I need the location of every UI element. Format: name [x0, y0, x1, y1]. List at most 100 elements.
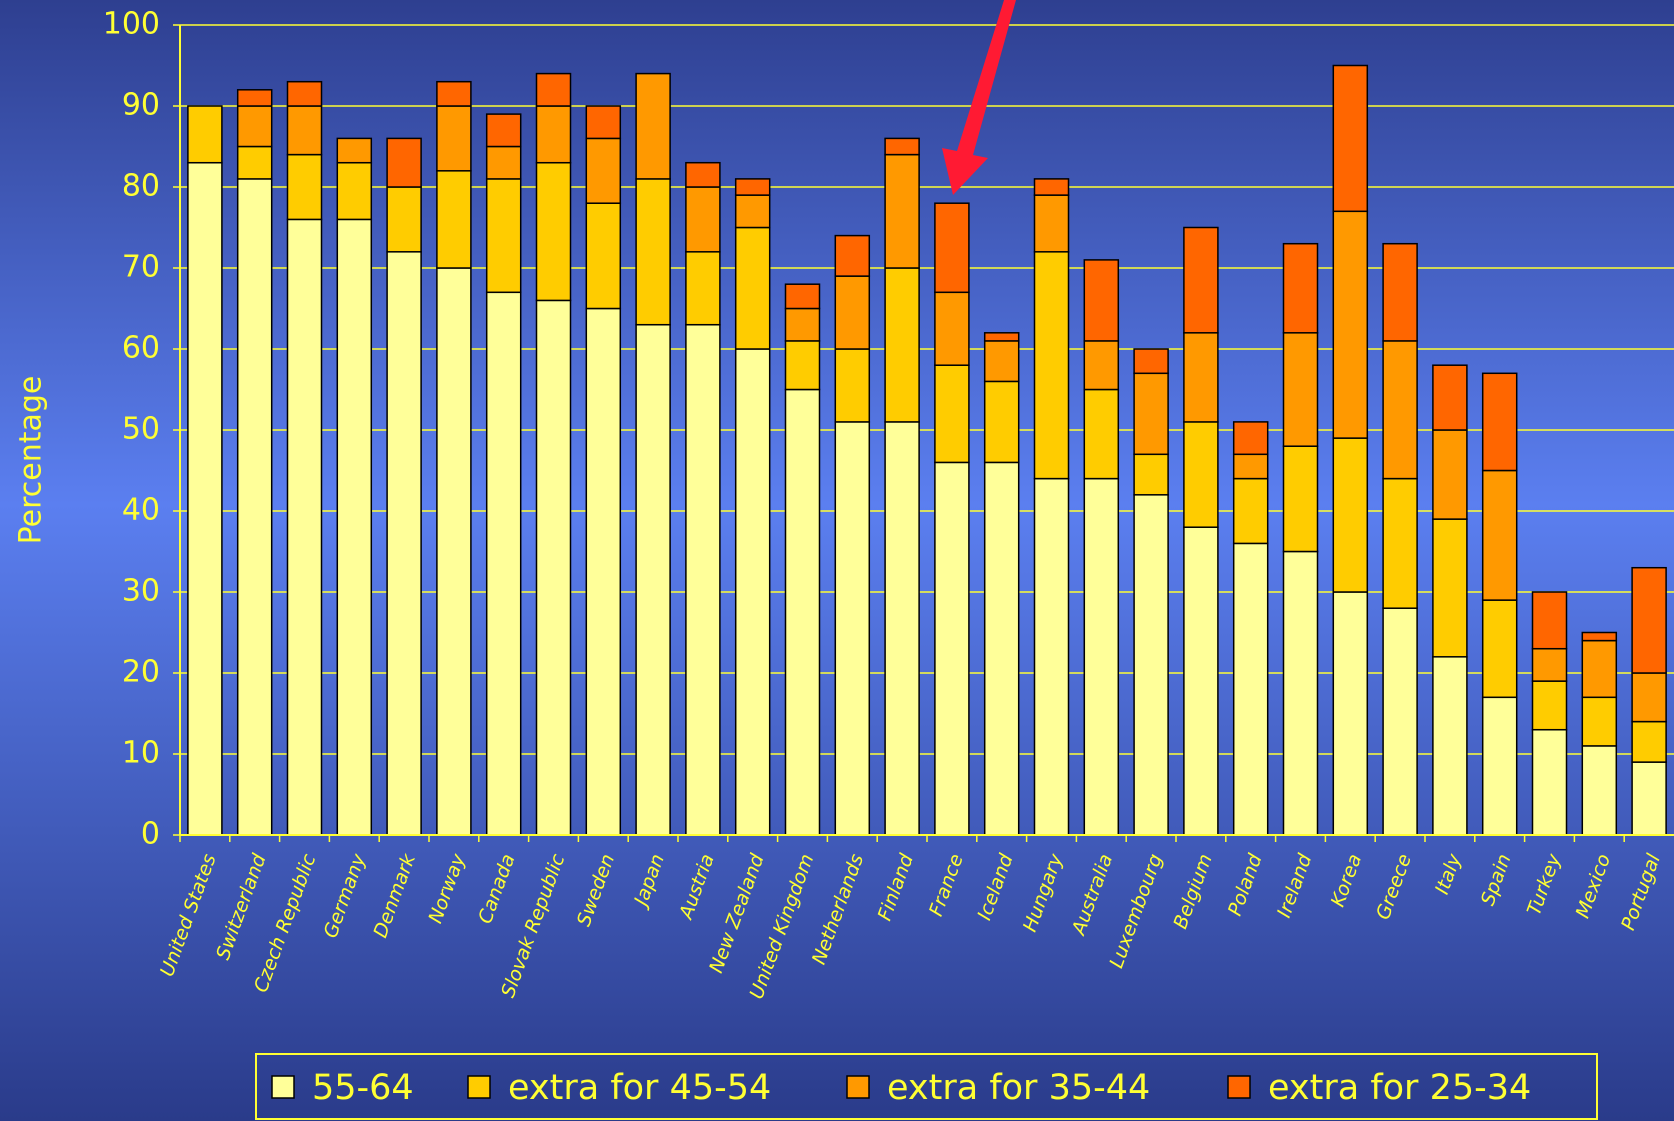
bar-segment [1232, 453, 1269, 480]
bar-segment [1232, 421, 1269, 456]
bar-segment [286, 153, 323, 221]
bar-segment [784, 283, 821, 310]
bar-segment [436, 105, 472, 172]
legend-swatch [271, 1075, 295, 1099]
bar-segment [336, 218, 373, 836]
bar-segment [1631, 720, 1667, 763]
bar-segment [535, 105, 572, 164]
bar-segment [884, 421, 920, 836]
y-tick-label: 30 [122, 574, 160, 609]
bar-segment [1133, 494, 1169, 836]
bar-segment [983, 461, 1020, 836]
y-tick-label: 70 [122, 250, 160, 285]
bar-segment [1631, 761, 1667, 836]
bar-segment [1531, 591, 1568, 650]
bar-segment [436, 267, 472, 836]
bar-segment [1581, 631, 1618, 642]
y-tick-label: 50 [122, 412, 160, 447]
bar-segment [1531, 680, 1568, 731]
bar-segment [1232, 542, 1269, 836]
bar-segment [1432, 518, 1468, 658]
bar-segment [336, 161, 373, 221]
bar-segment [585, 202, 622, 310]
bar-segment [1332, 437, 1369, 593]
y-tick-label: 60 [122, 331, 160, 366]
legend-swatch [1227, 1075, 1251, 1099]
arrow [942, 0, 1016, 195]
bar-segment [1382, 340, 1418, 480]
y-tick-label: 90 [122, 88, 160, 123]
bar-segment [436, 170, 472, 269]
bar-segment [834, 275, 871, 350]
bar-segment [386, 137, 422, 188]
bar-segment [286, 218, 323, 836]
bar-segment [934, 364, 970, 464]
bar-segment [485, 145, 522, 180]
bar-segment [1382, 607, 1418, 836]
bar-segment [784, 388, 821, 836]
y-tick-label: 80 [122, 169, 160, 204]
bar-segment [585, 137, 622, 204]
bar-segment [1481, 696, 1518, 836]
bar-segment [1033, 194, 1070, 253]
bar-segment [685, 251, 721, 326]
y-tick-label: 40 [122, 493, 160, 528]
bar-segment [983, 380, 1020, 464]
bar-segment [1432, 656, 1468, 836]
bar-segment [1481, 469, 1518, 601]
bar-segment [485, 113, 522, 148]
bar-segment [585, 307, 622, 836]
bar-segment [884, 267, 920, 423]
y-tick-label: 100 [103, 7, 160, 42]
bar-segment [286, 105, 323, 156]
bar-segment [187, 105, 223, 164]
legend-label: extra for 25-34 [1268, 1068, 1531, 1108]
bar-segment [884, 153, 920, 269]
bar-segment [1083, 340, 1120, 391]
bar-segment [934, 291, 970, 366]
bar-segment [1083, 259, 1120, 342]
bar-segment [1531, 728, 1568, 836]
bar-segment [585, 105, 622, 140]
bar-segment [635, 178, 671, 326]
bar-segment [535, 299, 572, 836]
bar-segment [386, 251, 422, 836]
bar-segment [236, 89, 273, 107]
bar-segment [1183, 332, 1219, 423]
bar-segment [1282, 332, 1319, 447]
legend-label: extra for 35-44 [887, 1068, 1150, 1108]
bar-segment [784, 307, 821, 342]
bar-segment [535, 72, 572, 107]
bar-segment [734, 226, 771, 350]
bar-segment [1382, 477, 1418, 609]
bar-segment [685, 186, 721, 253]
bar-segment [436, 80, 472, 107]
bar-segment [187, 161, 223, 836]
bar-segment [1481, 599, 1518, 699]
bar-segment [1033, 477, 1070, 836]
bar-segment [236, 178, 273, 836]
bar-segment [485, 178, 522, 294]
bar-segment [1282, 445, 1319, 553]
bar-segment [834, 348, 871, 423]
bar-segment [734, 194, 771, 229]
bar-segment [834, 421, 871, 836]
bar-segment [236, 145, 273, 180]
bar-segment [884, 137, 920, 156]
bar-segment [1183, 526, 1219, 836]
legend-swatch [846, 1075, 870, 1099]
bar-segment [1133, 372, 1169, 456]
legend-box [255, 1053, 1598, 1120]
bar-segment [983, 340, 1020, 383]
bar-segment [1183, 421, 1219, 528]
bar-segment [1332, 591, 1369, 836]
bar-segment [685, 323, 721, 836]
bar-segment [1481, 372, 1518, 472]
bar-segment [1183, 226, 1219, 334]
legend-label: 55-64 [312, 1068, 414, 1108]
legend-swatch [467, 1075, 491, 1099]
bar-segment [934, 202, 970, 294]
bar-segment [635, 72, 671, 180]
bar-segment [1083, 388, 1120, 480]
